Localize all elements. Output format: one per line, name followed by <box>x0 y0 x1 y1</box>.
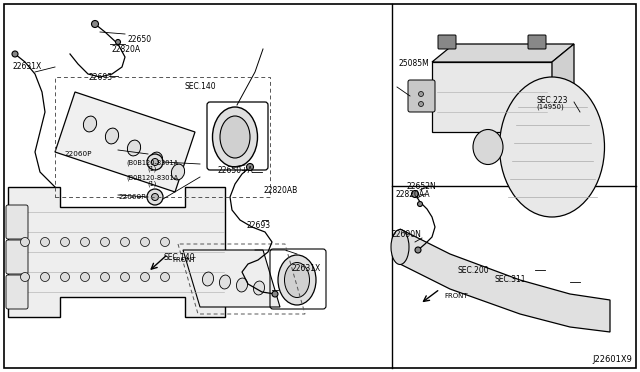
Ellipse shape <box>147 154 163 170</box>
Text: SEC.311: SEC.311 <box>495 275 526 283</box>
Ellipse shape <box>40 237 49 247</box>
Ellipse shape <box>412 190 419 198</box>
Ellipse shape <box>419 92 424 96</box>
Text: FRONT: FRONT <box>444 293 468 299</box>
Text: 22693: 22693 <box>88 73 113 81</box>
FancyBboxPatch shape <box>408 80 435 112</box>
FancyBboxPatch shape <box>528 35 546 49</box>
Text: 25085M: 25085M <box>398 60 429 68</box>
Ellipse shape <box>120 237 129 247</box>
Ellipse shape <box>172 164 184 180</box>
Ellipse shape <box>473 129 503 164</box>
Ellipse shape <box>212 107 257 167</box>
Text: 22631X: 22631X <box>13 62 42 71</box>
Text: FRONT: FRONT <box>172 257 196 263</box>
Ellipse shape <box>141 237 150 247</box>
Polygon shape <box>432 62 552 132</box>
Ellipse shape <box>499 77 605 217</box>
Ellipse shape <box>141 273 150 282</box>
Text: SEC.223: SEC.223 <box>536 96 568 105</box>
Ellipse shape <box>236 278 248 292</box>
Ellipse shape <box>419 102 424 106</box>
FancyBboxPatch shape <box>6 240 28 274</box>
Ellipse shape <box>161 273 170 282</box>
Ellipse shape <box>417 202 422 206</box>
Text: SEC.140: SEC.140 <box>163 253 195 262</box>
Polygon shape <box>183 250 280 307</box>
Ellipse shape <box>272 291 278 297</box>
FancyBboxPatch shape <box>6 275 28 309</box>
Text: (1): (1) <box>147 165 157 172</box>
Text: 22820AA: 22820AA <box>396 190 430 199</box>
Ellipse shape <box>147 189 163 205</box>
Polygon shape <box>55 92 195 192</box>
Ellipse shape <box>120 273 129 282</box>
Ellipse shape <box>83 116 97 132</box>
Ellipse shape <box>391 230 409 264</box>
Ellipse shape <box>127 140 141 156</box>
Ellipse shape <box>115 39 120 45</box>
Ellipse shape <box>20 237 29 247</box>
Polygon shape <box>432 44 574 62</box>
Text: SEC.140: SEC.140 <box>184 82 216 91</box>
Text: (14950): (14950) <box>536 104 564 110</box>
Ellipse shape <box>152 193 159 201</box>
Polygon shape <box>8 187 225 317</box>
Text: (B0B120-8301A: (B0B120-8301A <box>127 159 179 166</box>
Ellipse shape <box>161 237 170 247</box>
Text: 22060P: 22060P <box>118 194 146 200</box>
Ellipse shape <box>202 272 214 286</box>
FancyBboxPatch shape <box>438 35 456 49</box>
Ellipse shape <box>12 51 18 57</box>
Ellipse shape <box>20 273 29 282</box>
Ellipse shape <box>81 273 90 282</box>
Polygon shape <box>552 44 574 132</box>
Text: SEC.200: SEC.200 <box>458 266 489 275</box>
Text: J22601X9: J22601X9 <box>592 355 632 364</box>
Ellipse shape <box>253 281 264 295</box>
Ellipse shape <box>81 237 90 247</box>
Text: 22820AB: 22820AB <box>264 186 298 195</box>
Ellipse shape <box>40 273 49 282</box>
Text: 22690N: 22690N <box>392 230 422 239</box>
Ellipse shape <box>92 20 99 28</box>
Text: (1): (1) <box>147 180 157 187</box>
Ellipse shape <box>152 158 159 166</box>
Text: (B0B120-8301A: (B0B120-8301A <box>127 174 179 181</box>
Ellipse shape <box>61 237 70 247</box>
Text: 22060P: 22060P <box>64 151 92 157</box>
Ellipse shape <box>61 273 70 282</box>
Text: 22650: 22650 <box>128 35 152 44</box>
Ellipse shape <box>220 116 250 158</box>
Text: 22652N: 22652N <box>406 182 436 191</box>
Ellipse shape <box>100 237 109 247</box>
Ellipse shape <box>415 247 421 253</box>
Text: 22650+A: 22650+A <box>218 166 253 174</box>
Text: 22631X: 22631X <box>291 264 321 273</box>
Ellipse shape <box>246 164 253 170</box>
Polygon shape <box>400 229 610 332</box>
Ellipse shape <box>100 273 109 282</box>
Ellipse shape <box>106 128 118 144</box>
Ellipse shape <box>149 152 163 168</box>
Ellipse shape <box>285 263 310 298</box>
Bar <box>55 77 270 197</box>
Text: 22693: 22693 <box>246 221 271 230</box>
Ellipse shape <box>278 255 316 305</box>
Text: 22820A: 22820A <box>112 45 141 54</box>
Ellipse shape <box>220 275 230 289</box>
FancyBboxPatch shape <box>6 205 28 239</box>
